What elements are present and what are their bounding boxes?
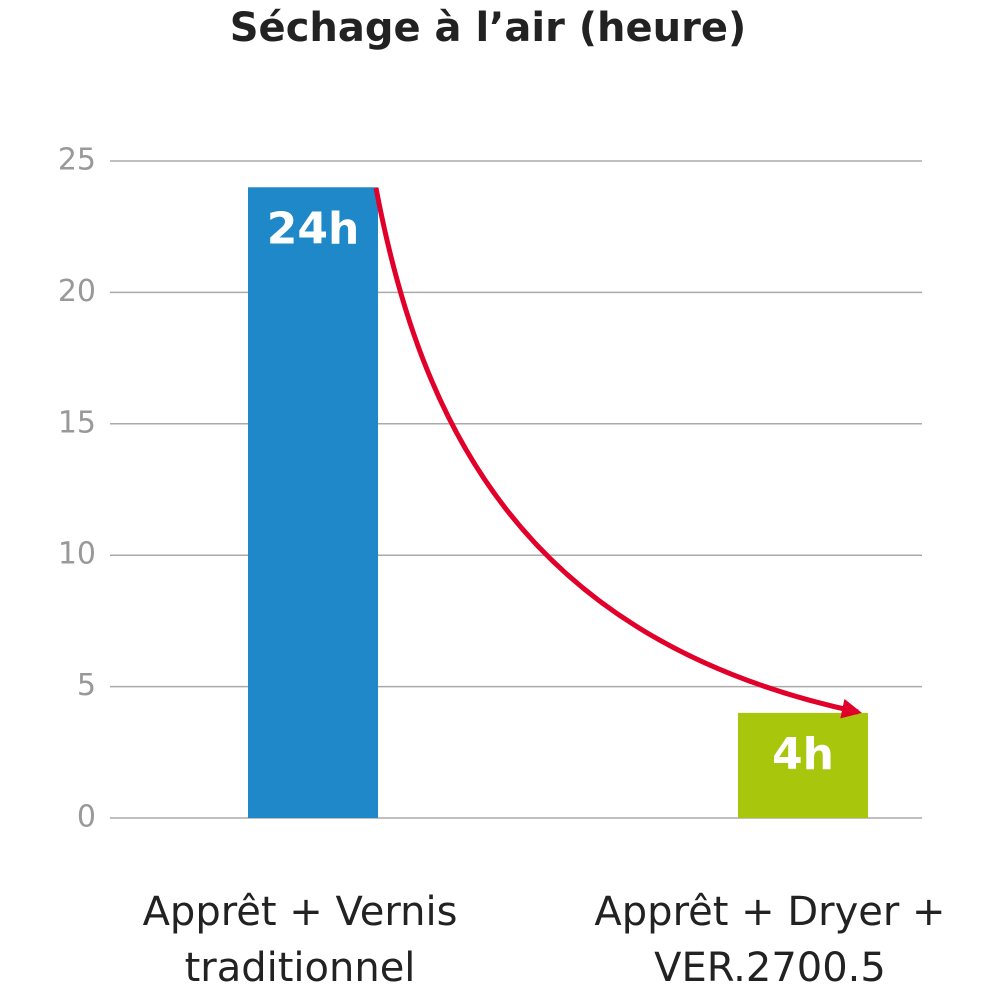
x-tick-label: Apprêt + Vernis traditionnel — [142, 889, 458, 991]
y-tick-label: 10 — [58, 537, 96, 572]
y-tick-label: 0 — [77, 800, 96, 835]
trend-arrow — [373, 187, 862, 719]
x-tick-label: Apprêt + Dryer + VER.2700.5 — [594, 889, 946, 991]
y-tick-label: 15 — [58, 405, 96, 440]
bar — [248, 187, 378, 818]
y-tick-label: 5 — [77, 668, 96, 703]
grid: 0 5 10 15 20 25 — [58, 143, 922, 835]
value-label: 4h — [772, 729, 834, 780]
y-tick-label: 25 — [58, 143, 96, 178]
value-label: 24h — [267, 203, 360, 254]
bar — [738, 712, 868, 818]
y-tick-label: 20 — [58, 274, 96, 309]
chart-title: Séchage à l’air (heure) — [230, 5, 746, 51]
bars: 24h 4h — [248, 187, 868, 818]
